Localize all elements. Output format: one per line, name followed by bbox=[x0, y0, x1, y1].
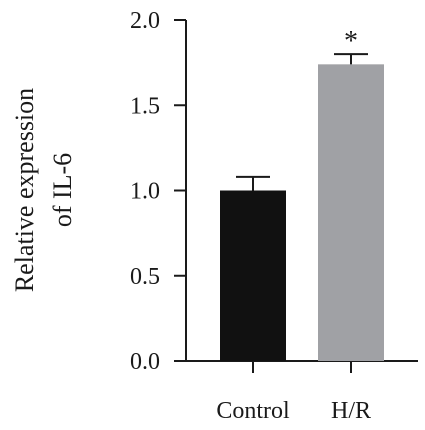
y-axis-title-line-2: of IL-6 bbox=[48, 153, 77, 227]
y-axis-title: Relative expression of IL-6 bbox=[10, 88, 77, 292]
x-tick-label: H/R bbox=[331, 398, 371, 424]
y-tick-label: 0.5 bbox=[130, 264, 160, 290]
y-tick-label: 0.0 bbox=[130, 349, 160, 375]
y-tick-label: 2.0 bbox=[130, 8, 160, 34]
plot-area: 0.0 0.5 1.0 1.5 2.0 Control H/R * bbox=[130, 8, 418, 424]
y-tick-label: 1.5 bbox=[130, 93, 160, 119]
y-tick-label: 1.0 bbox=[130, 179, 160, 205]
bar bbox=[318, 64, 384, 361]
bar bbox=[220, 190, 286, 361]
significance-asterisk: * bbox=[344, 26, 358, 57]
y-axis-title-line-1: Relative expression bbox=[10, 88, 39, 292]
x-tick-label: Control bbox=[216, 398, 290, 424]
